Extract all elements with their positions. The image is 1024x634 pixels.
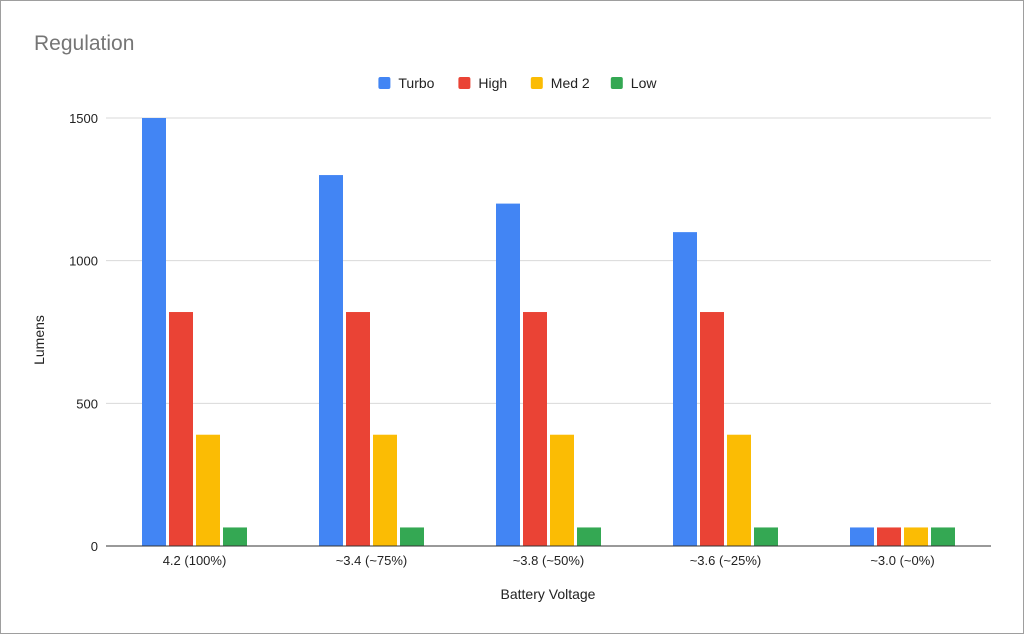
bar-med-2-0 — [196, 434, 220, 546]
bar-high-2 — [523, 312, 547, 546]
legend-swatch — [610, 77, 623, 89]
y-tick-label: 500 — [76, 396, 98, 411]
bar-med-2-3 — [727, 434, 751, 546]
bar-low-3 — [754, 527, 778, 546]
bar-med-2-2 — [550, 434, 574, 546]
x-tick-label: ~3.6 (~25%) — [690, 553, 762, 568]
legend-label: Low — [631, 75, 658, 91]
bar-high-4 — [877, 527, 901, 546]
gridlines — [106, 117, 991, 404]
y-tick-label: 0 — [91, 539, 98, 554]
legend-swatch — [530, 77, 543, 89]
legend-item-turbo: Turbo — [378, 75, 435, 91]
y-axis-title: Lumens — [31, 315, 47, 365]
chart-title: Regulation — [34, 32, 135, 55]
axes: 0 500 1000 1500 4.2 (100%) ~3.4 (~75%) ~3.8 (~… — [69, 111, 991, 568]
bar-turbo-3 — [673, 232, 697, 546]
bar-high-1 — [346, 312, 370, 546]
legend-item-high: High — [458, 75, 507, 91]
legend-label: Turbo — [398, 75, 434, 91]
bar-high-3 — [700, 312, 724, 546]
legend-item-low: Low — [610, 75, 658, 91]
bar-low-1 — [400, 527, 424, 546]
x-axis-title: Battery Voltage — [501, 586, 596, 602]
bar-turbo-0 — [142, 118, 166, 546]
bar-med-2-1 — [373, 434, 397, 546]
y-tick-label: 1000 — [69, 254, 98, 269]
bar-turbo-1 — [319, 175, 343, 547]
y-tick-label: 1500 — [69, 111, 98, 126]
legend: Turbo High Med 2 Low — [378, 75, 657, 91]
bar-turbo-2 — [496, 203, 520, 546]
legend-item-med-2: Med 2 — [530, 75, 590, 91]
legend-label: High — [478, 75, 507, 91]
bars — [142, 118, 955, 547]
bar-low-2 — [577, 527, 601, 546]
bar-low-4 — [931, 527, 955, 546]
x-tick-label: ~3.8 (~50%) — [513, 553, 585, 568]
bar-turbo-4 — [850, 527, 874, 546]
legend-label: Med 2 — [551, 75, 590, 91]
bar-high-0 — [169, 312, 193, 546]
x-tick-label: ~3.4 (~75%) — [336, 553, 408, 568]
x-tick-label: ~3.0 (~0%) — [870, 553, 934, 568]
legend-swatch — [458, 77, 471, 89]
legend-swatch — [378, 77, 391, 89]
bar-med-2-4 — [904, 527, 928, 546]
bar-low-0 — [223, 527, 247, 546]
x-tick-label: 4.2 (100%) — [163, 553, 227, 568]
